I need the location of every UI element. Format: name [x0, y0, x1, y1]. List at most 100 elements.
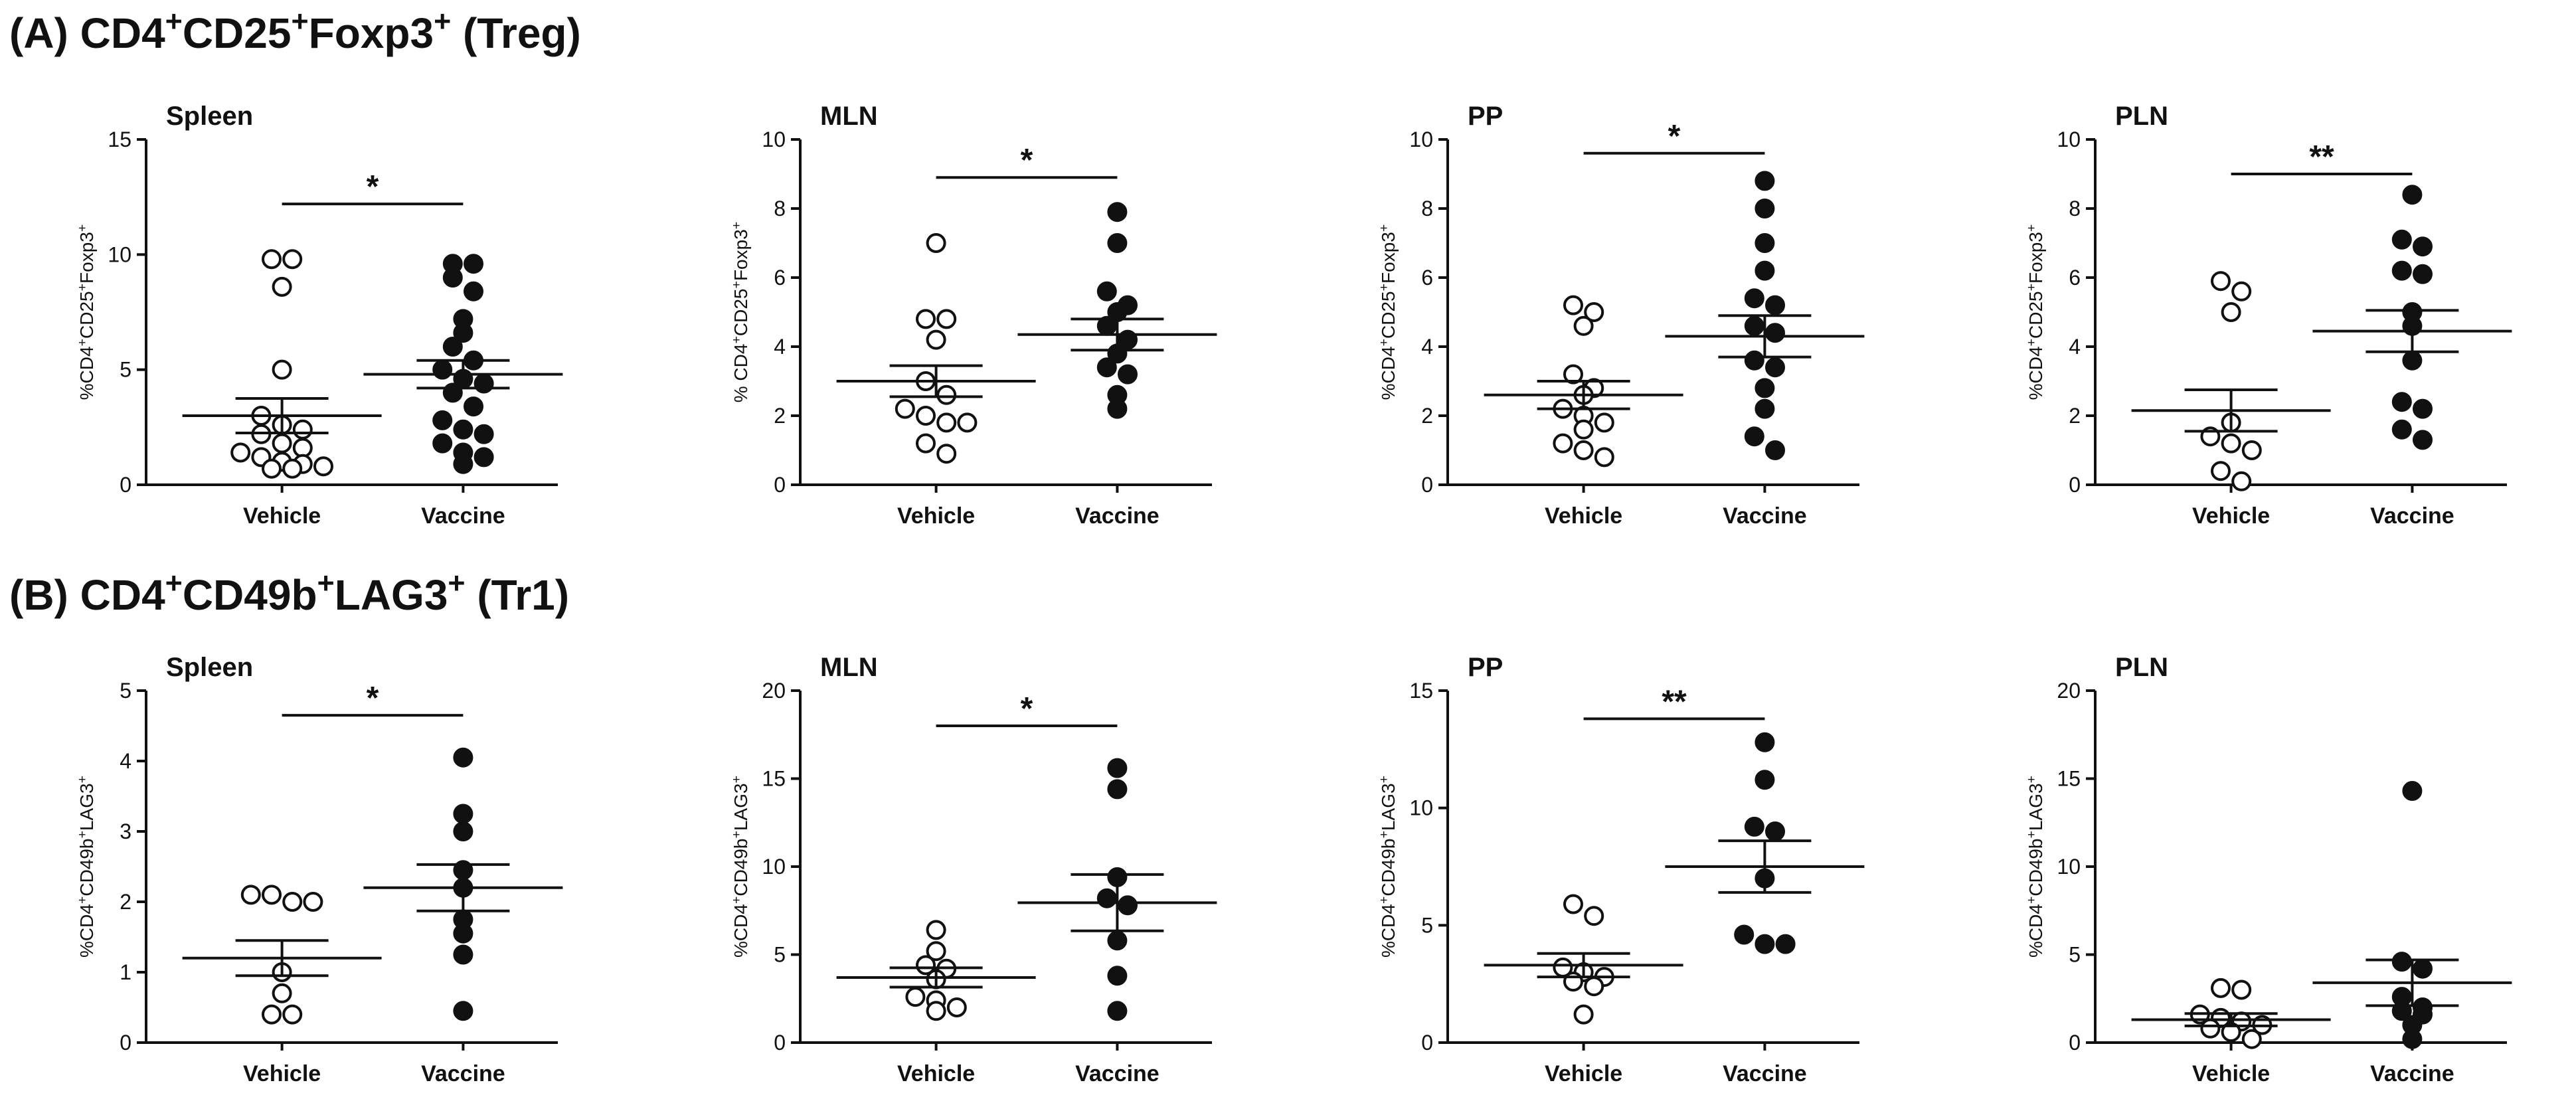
data-point-vaccine: [453, 747, 473, 768]
x-tick-label-vehicle: Vehicle: [2192, 503, 2270, 529]
data-point-vaccine: [1096, 357, 1117, 378]
data-point-vehicle: [1563, 894, 1583, 914]
y-tick-label: 0: [1421, 1031, 1433, 1055]
data-point-vaccine: [1734, 924, 1755, 945]
data-point-vaccine: [432, 359, 453, 380]
y-tick-label: 20: [2057, 679, 2081, 703]
data-point-vaccine: [1107, 1001, 1128, 1021]
data-point-vaccine: [432, 433, 453, 454]
y-axis-label: %CD4+CD49b+LAG3+: [2024, 776, 2046, 958]
data-point-vaccine: [1107, 966, 1128, 986]
data-point-vehicle: [2231, 980, 2252, 1000]
data-point-vaccine: [473, 424, 494, 444]
data-point-vaccine: [453, 454, 473, 474]
panel-a-mln: MLN 0 2 4 6 8 10 % CD4+CD25+Foxp3+ Vehicle Vaccin…: [729, 102, 1217, 529]
data-point-vaccine: [453, 923, 473, 944]
data-point-vehicle: [1563, 364, 1583, 384]
panel-b-spleen: Spleen 0 1 2 3 4 5 %CD4+CD49b+LAG3+ Vehicle Vacci…: [75, 653, 563, 1086]
x-tick-label-vehicle: Vehicle: [897, 503, 975, 529]
data-point-vehicle: [916, 955, 936, 976]
data-point-vaccine: [442, 383, 463, 403]
y-tick-label: 2: [120, 890, 131, 914]
x-tick-label-vaccine: Vaccine: [2370, 1061, 2454, 1086]
y-tick-label: 3: [120, 819, 131, 843]
data-point-vehicle: [272, 359, 292, 380]
data-point-vaccine: [1096, 888, 1117, 908]
data-point-vaccine: [1755, 171, 1775, 191]
data-point-vehicle: [926, 233, 946, 253]
data-point-vehicle: [926, 1001, 946, 1021]
y-tick-label: 2: [1421, 404, 1433, 428]
y-tick-label: 0: [2069, 473, 2081, 497]
panel-title-b-spleen: Spleen: [166, 653, 253, 682]
y-tick-label: 0: [120, 473, 131, 497]
data-point-vaccine: [2413, 398, 2433, 419]
section-title-a: (A) CD4+CD25+Foxp3+ (Treg): [9, 5, 581, 57]
panel-a-spleen: Spleen 0 5 10 15 %CD4+CD25+Foxp3+ Vehicle Vacci…: [75, 102, 563, 529]
data-point-vehicle: [926, 329, 946, 350]
y-tick-label: 15: [108, 128, 131, 151]
data-point-vehicle: [2231, 471, 2252, 491]
data-point-vaccine: [1755, 398, 1775, 419]
y-tick-label: 15: [1409, 679, 1433, 703]
data-point-vehicle: [282, 249, 303, 270]
y-tick-label: 0: [120, 1031, 131, 1055]
significance-label: **: [2309, 139, 2334, 175]
data-point-vaccine: [2391, 229, 2412, 250]
y-tick-label: 8: [774, 197, 786, 220]
data-point-vehicle: [240, 885, 261, 905]
data-point-vaccine: [453, 419, 473, 440]
data-point-vehicle: [1594, 447, 1614, 468]
data-point-vehicle: [2221, 302, 2241, 322]
data-point-vehicle: [262, 885, 282, 905]
y-axis-label: %CD4+CD49b+LAG3+: [729, 776, 751, 958]
data-point-vehicle: [282, 458, 303, 479]
data-point-vehicle: [936, 309, 957, 329]
y-tick-label: 10: [1409, 796, 1433, 820]
data-point-vaccine: [2413, 958, 2433, 979]
data-point-vehicle: [272, 983, 292, 1003]
data-point-vehicle: [2221, 433, 2241, 454]
panel-title-b-pp: PP: [1468, 653, 1503, 682]
data-point-vaccine: [1765, 821, 1785, 841]
data-point-vehicle: [1584, 976, 1604, 997]
data-point-vaccine: [1755, 199, 1775, 218]
data-point-vaccine: [1755, 732, 1775, 752]
data-point-vaccine: [1744, 288, 1764, 309]
data-point-vaccine: [453, 821, 473, 841]
significance-label: **: [1662, 684, 1687, 719]
y-tick-label: 4: [774, 335, 786, 359]
data-point-vehicle: [1584, 906, 1604, 926]
data-point-vehicle: [1584, 302, 1604, 322]
data-point-vehicle: [282, 1004, 303, 1025]
data-point-vaccine: [1765, 440, 1785, 460]
data-point-vaccine: [473, 373, 494, 394]
y-tick-label: 8: [1421, 197, 1433, 220]
data-point-vaccine: [453, 804, 473, 824]
x-tick-label-vaccine: Vaccine: [1075, 1061, 1159, 1086]
data-point-vehicle: [2200, 1018, 2221, 1039]
panel-b-pp: PP 0 5 10 15 %CD4+CD49b+LAG3+ Vehicle Vaccine **: [1377, 653, 1865, 1086]
data-point-vaccine: [1118, 364, 1138, 384]
data-point-vehicle: [895, 398, 915, 419]
y-tick-label: 6: [2069, 266, 2081, 290]
y-axis-label: %CD4+CD49b+LAG3+: [1377, 776, 1399, 958]
data-point-vaccine: [2391, 419, 2412, 440]
y-tick-label: 20: [762, 679, 786, 703]
panel-a-pln: PLN 0 2 4 6 8 10 %CD4+CD25+Foxp3+ Vehicle Vaccine…: [2024, 102, 2512, 529]
data-point-vehicle: [262, 249, 282, 270]
data-point-vehicle: [1573, 440, 1594, 460]
data-point-vaccine: [442, 337, 463, 357]
data-point-vehicle: [262, 458, 282, 479]
data-point-vehicle: [272, 276, 292, 297]
x-tick-label-vehicle: Vehicle: [243, 503, 321, 529]
data-point-vaccine: [1765, 357, 1785, 378]
y-tick-label: 2: [774, 404, 786, 428]
data-point-vaccine: [1744, 816, 1764, 837]
data-point-vehicle: [916, 406, 936, 426]
data-point-vaccine: [1107, 202, 1128, 222]
data-point-vehicle: [936, 412, 957, 433]
y-tick-label: 5: [120, 679, 131, 703]
significance-label: *: [1021, 691, 1033, 726]
data-point-vaccine: [1744, 350, 1764, 371]
